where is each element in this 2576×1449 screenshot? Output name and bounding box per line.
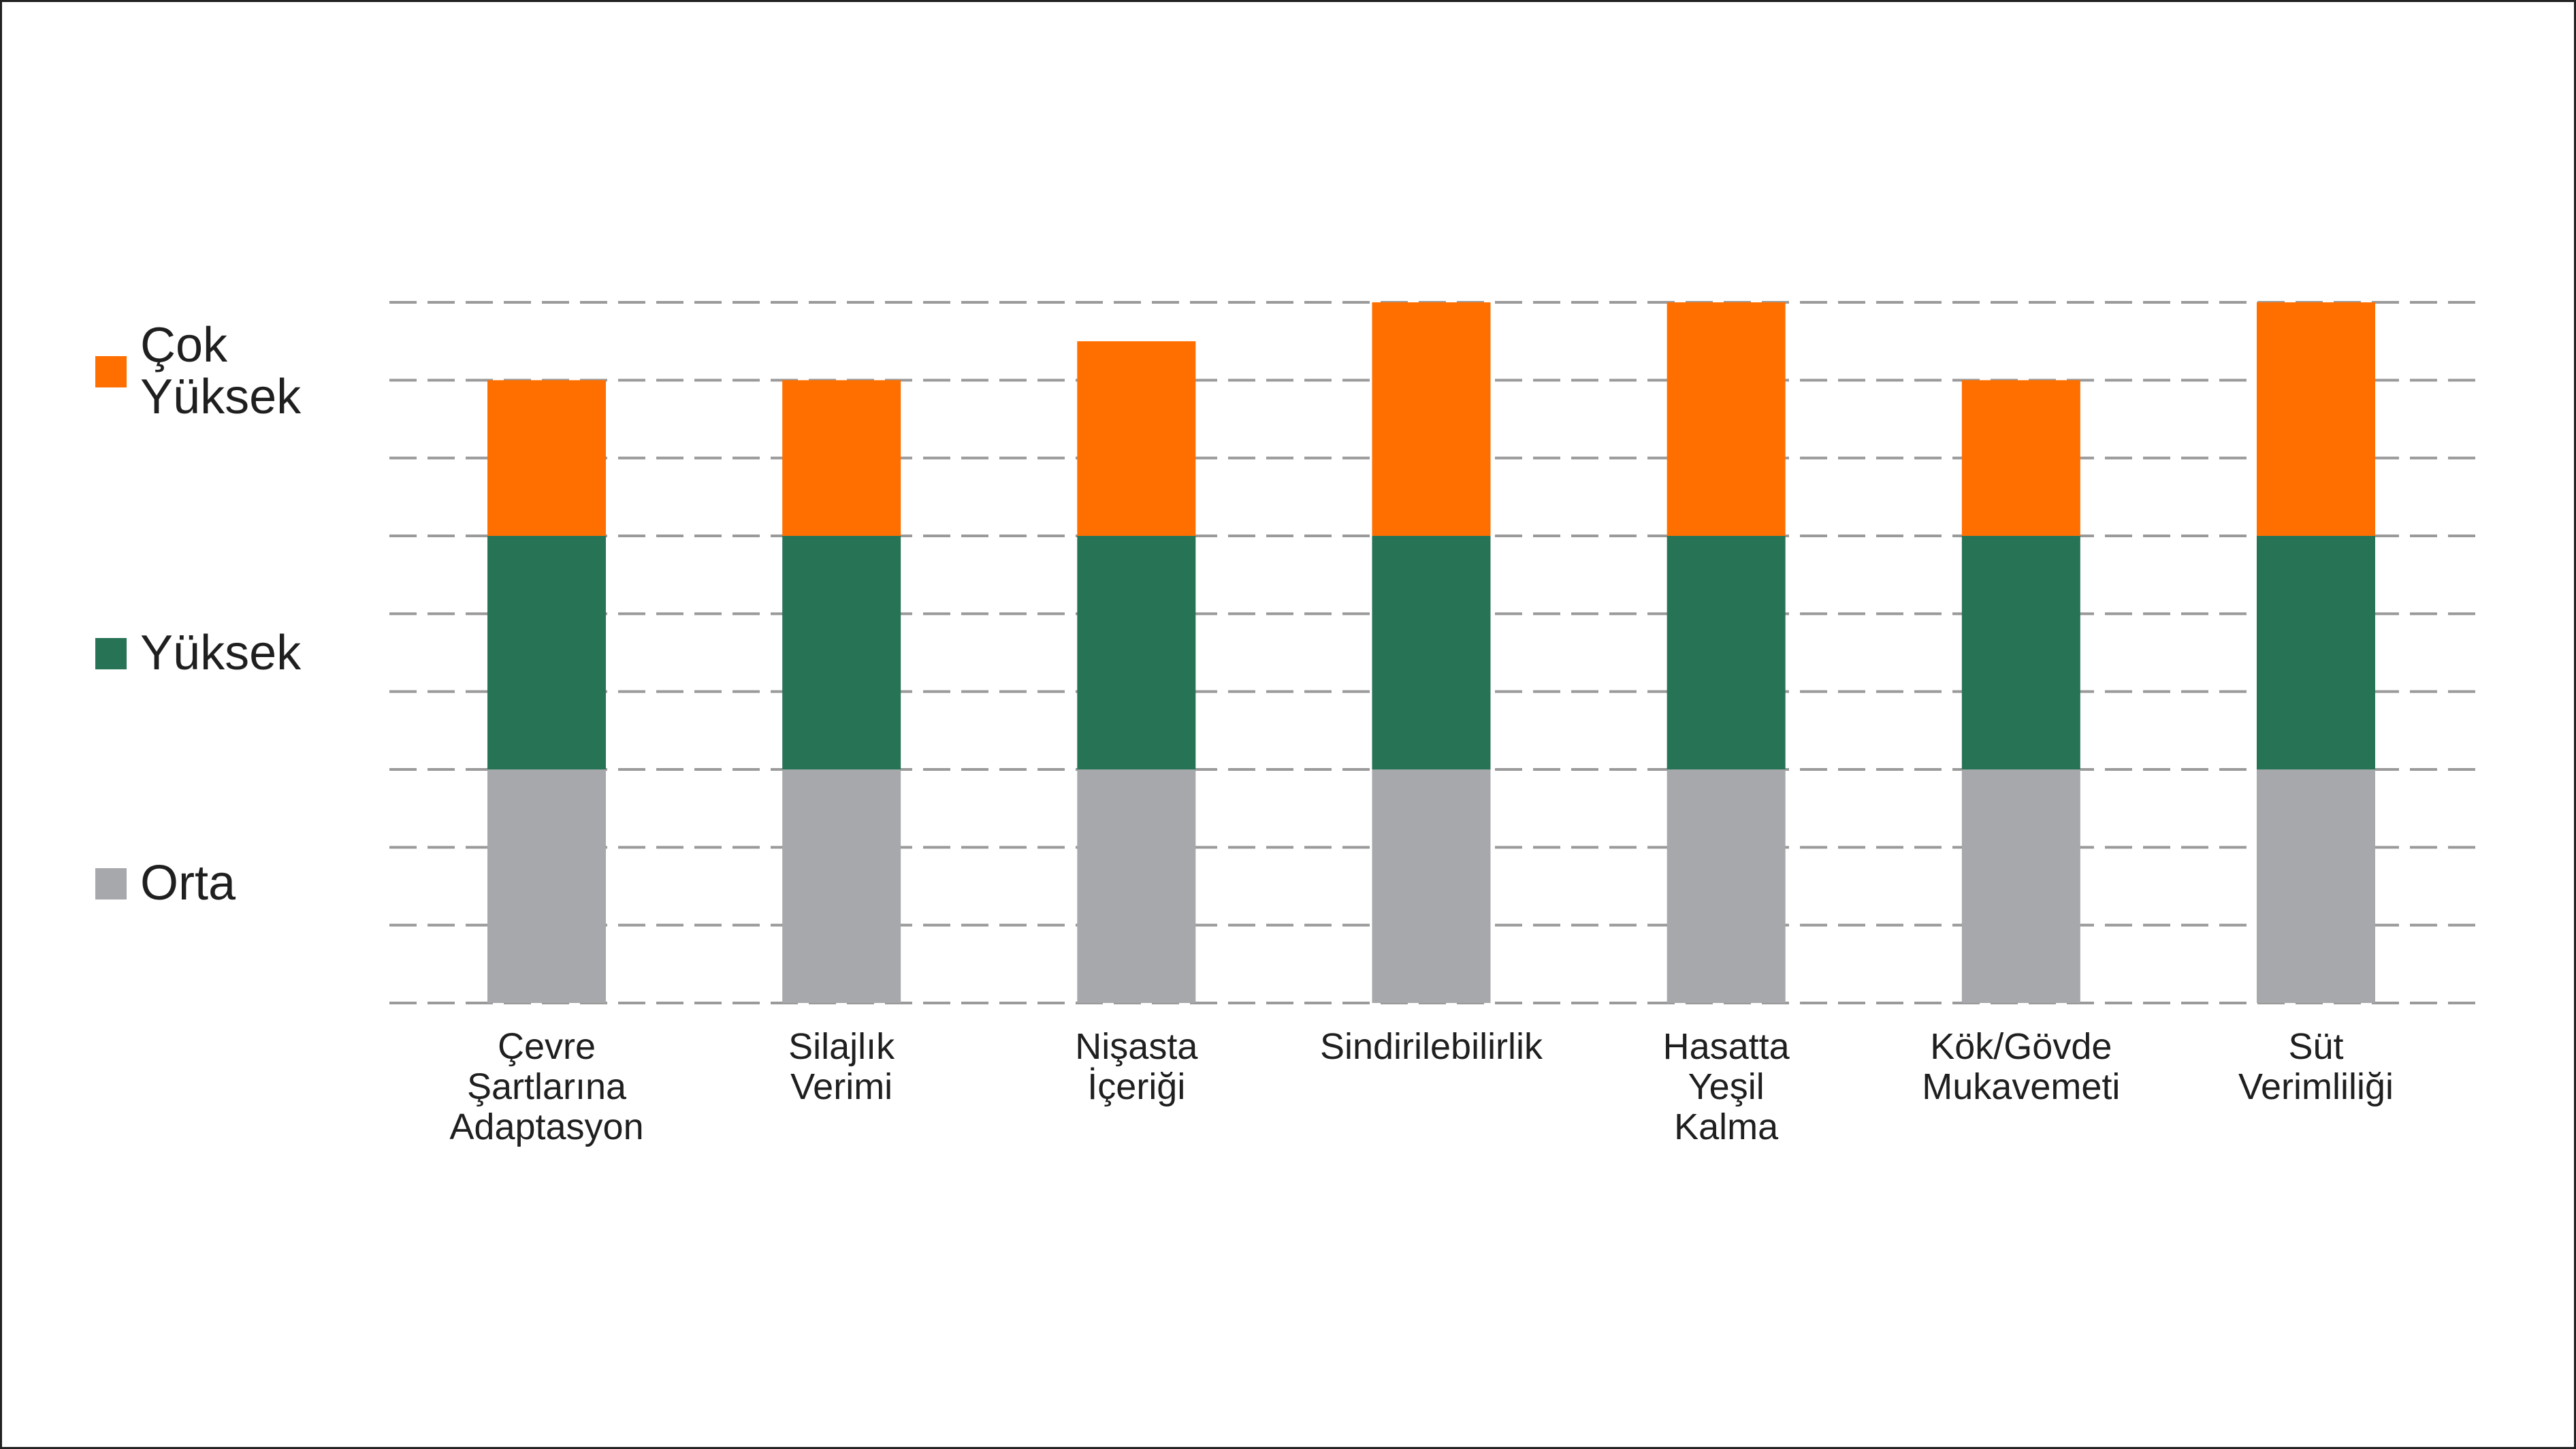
bar-segment-6-3 [1961, 380, 2080, 536]
legend-swatch-yuksek [95, 637, 127, 669]
bar-segment-4-2 [1372, 536, 1491, 769]
x-tick-label-2-line-2: Verimi [790, 1066, 892, 1107]
x-tick-label-5-line-2: Yeşil [1688, 1066, 1765, 1107]
bar-segment-7-1 [2257, 769, 2375, 1003]
bars [487, 302, 2375, 1003]
bar-segment-5-1 [1667, 769, 1786, 1003]
x-tick-label-6-line-2: Mukavemeti [1922, 1066, 2120, 1107]
bar-segment-1-2 [487, 536, 606, 769]
bar-segment-7-3 [2257, 302, 2375, 536]
x-tick-labels: Çevre Şartlarına Adaptasyon Silajlık Verimi N… [449, 1026, 2394, 1147]
bar-segment-1-1 [487, 769, 606, 1003]
chart-legend: Çok Yüksek Yüksek Orta [95, 318, 381, 933]
bar-segment-5-3 [1667, 302, 1786, 536]
x-tick-label-2: Silajlık Verimi [788, 1026, 895, 1107]
x-tick-label-1-line-3: Adaptasyon [449, 1106, 643, 1147]
bar-segment-6-2 [1961, 536, 2080, 769]
bar-segment-3-1 [1077, 769, 1196, 1003]
legend-item-cok-yuksek: Çok Yüksek [95, 318, 302, 424]
legend-swatch-cok-yuksek [95, 355, 127, 387]
x-tick-label-3-line-1: Nişasta [1075, 1026, 1198, 1067]
x-tick-label-1-line-1: Çevre [498, 1026, 596, 1067]
bar-segment-2-2 [782, 536, 901, 769]
x-tick-label-7: Süt Verimliliği [2238, 1026, 2394, 1107]
x-tick-label-1: Çevre Şartlarına Adaptasyon [449, 1026, 643, 1147]
x-tick-label-7-line-2: Verimliliği [2238, 1066, 2394, 1107]
x-tick-label-4-line-1: Sindirilebilirlik [1320, 1026, 1543, 1067]
bar-segment-7-2 [2257, 536, 2375, 769]
legend-item-orta: Orta [95, 856, 236, 910]
x-tick-label-5-line-1: Hasatta [1663, 1026, 1790, 1067]
x-tick-label-7-line-1: Süt [2288, 1026, 2343, 1067]
x-tick-label-5-line-3: Kalma [1674, 1106, 1779, 1147]
legend-item-yuksek: Yüksek [95, 626, 302, 680]
legend-label-cok-yuksek: Çok Yüksek [140, 318, 302, 424]
legend-swatch-orta [95, 867, 127, 899]
bar-segment-2-3 [782, 380, 901, 536]
bar-segment-6-1 [1961, 769, 2080, 1003]
x-tick-label-2-line-1: Silajlık [788, 1026, 895, 1067]
x-tick-label-4: Sindirilebilirlik [1320, 1026, 1543, 1067]
bar-segment-2-1 [782, 769, 901, 1003]
legend-label-yuksek: Yüksek [140, 626, 302, 680]
bar-segment-3-3 [1077, 341, 1196, 536]
legend-label-orta: Orta [140, 856, 236, 910]
x-tick-label-6-line-1: Kök/Gövde [1930, 1026, 2112, 1067]
x-tick-label-3-line-2: İçeriği [1087, 1066, 1185, 1107]
x-tick-label-6: Kök/Gövde Mukavemeti [1922, 1026, 2120, 1107]
x-tick-label-1-line-2: Şartlarına [467, 1066, 627, 1107]
bar-segment-4-3 [1372, 302, 1491, 536]
bar-segment-4-1 [1372, 769, 1491, 1003]
bar-segment-3-2 [1077, 536, 1196, 769]
x-tick-label-3: Nişasta İçeriği [1075, 1026, 1198, 1107]
bar-segment-5-2 [1667, 536, 1786, 769]
x-tick-label-5: Hasatta Yeşil Kalma [1663, 1026, 1790, 1147]
bar-segment-1-3 [487, 380, 606, 536]
